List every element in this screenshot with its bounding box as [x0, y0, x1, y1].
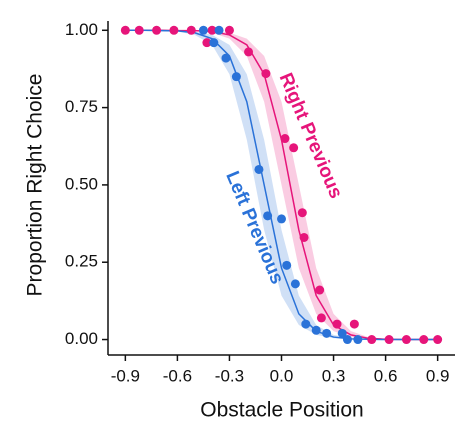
confidence-band — [125, 30, 438, 340]
data-point — [152, 25, 162, 35]
data-point — [342, 335, 352, 345]
x-tick-label: -0.6 — [163, 366, 192, 385]
x-tick-label: 0.3 — [322, 366, 346, 385]
y-tick-label: 0.50 — [65, 174, 98, 193]
y-tick-label: 1.00 — [65, 20, 98, 39]
data-point — [289, 143, 299, 153]
data-point — [209, 38, 219, 48]
data-point — [332, 319, 342, 329]
x-tick-label: -0.9 — [111, 366, 140, 385]
data-point — [337, 328, 347, 338]
x-tick-label: 0.0 — [270, 366, 294, 385]
data-point — [419, 335, 429, 345]
data-point — [169, 25, 179, 35]
data-point — [134, 25, 144, 35]
data-point — [277, 214, 286, 224]
data-point — [353, 335, 363, 345]
data-point — [202, 38, 212, 48]
data-point — [221, 53, 231, 63]
data-point — [198, 25, 208, 35]
data-point — [322, 328, 332, 338]
data-point — [384, 335, 394, 345]
data-point — [214, 25, 224, 35]
data-point — [297, 208, 307, 218]
x-tick-label: -0.3 — [215, 366, 244, 385]
y-tick-label: 0.00 — [65, 329, 98, 348]
x-tick-label: 0.6 — [374, 366, 398, 385]
data-point — [120, 25, 130, 35]
data-point — [224, 25, 234, 35]
data-point — [401, 335, 411, 345]
data-point — [433, 335, 443, 345]
data-point — [290, 279, 300, 289]
data-point — [299, 232, 309, 242]
data-point — [315, 285, 325, 295]
data-point — [231, 72, 241, 82]
x-axis-label: Obstacle Position — [200, 399, 363, 422]
data-point — [280, 134, 290, 144]
y-axis-label: Proportion Right Choice — [24, 74, 47, 297]
data-point — [244, 47, 254, 57]
data-point — [349, 319, 359, 329]
data-point — [301, 319, 311, 329]
x-tick-label: 0.9 — [426, 366, 450, 385]
y-tick-label: 0.75 — [65, 97, 98, 116]
data-point — [367, 335, 377, 345]
data-point — [207, 25, 217, 35]
data-point — [316, 313, 326, 323]
data-point — [261, 69, 271, 79]
confidence-band — [125, 30, 438, 340]
data-point — [282, 260, 292, 270]
data-point — [186, 25, 196, 35]
y-tick-label: 0.25 — [65, 252, 98, 271]
data-point — [263, 211, 273, 221]
data-point — [311, 325, 321, 335]
data-point — [254, 164, 264, 174]
